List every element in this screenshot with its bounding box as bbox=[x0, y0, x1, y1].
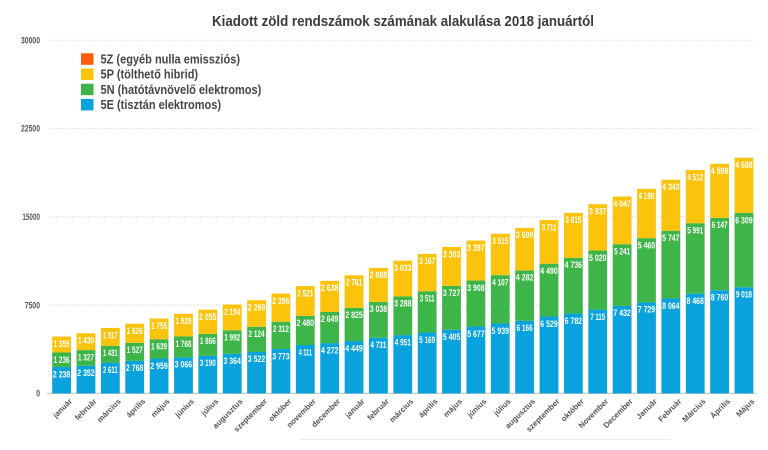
svg-text:1 992: 1 992 bbox=[224, 333, 240, 343]
svg-text:4 951: 4 951 bbox=[395, 337, 411, 347]
svg-text:4 272: 4 272 bbox=[321, 345, 338, 355]
svg-text:2 352: 2 352 bbox=[77, 368, 94, 378]
svg-text:4 343: 4 343 bbox=[662, 182, 679, 192]
svg-text:3 303: 3 303 bbox=[443, 249, 460, 259]
svg-text:2 825: 2 825 bbox=[345, 310, 362, 320]
svg-text:4 490: 4 490 bbox=[540, 266, 557, 276]
svg-text:8 468: 8 468 bbox=[687, 296, 704, 306]
svg-text:1 431: 1 431 bbox=[103, 348, 118, 358]
svg-text:5 169: 5 169 bbox=[419, 335, 435, 345]
svg-text:5P (tölthető hibrid): 5P (tölthető hibrid) bbox=[101, 68, 199, 82]
svg-text:7 432: 7 432 bbox=[613, 308, 630, 318]
svg-text:4 282: 4 282 bbox=[516, 273, 533, 283]
svg-text:1 327: 1 327 bbox=[78, 352, 94, 362]
svg-text:8 064: 8 064 bbox=[662, 301, 679, 311]
svg-text:1 236: 1 236 bbox=[54, 355, 70, 365]
svg-text:3 511: 3 511 bbox=[420, 294, 435, 304]
svg-text:3 190: 3 190 bbox=[200, 358, 216, 368]
svg-text:3 033: 3 033 bbox=[394, 263, 411, 273]
svg-text:3 773: 3 773 bbox=[272, 351, 289, 361]
svg-text:1 928: 1 928 bbox=[175, 316, 191, 326]
svg-text:3 727: 3 727 bbox=[443, 288, 460, 298]
svg-text:2 611: 2 611 bbox=[103, 365, 118, 375]
svg-text:2 396: 2 396 bbox=[272, 296, 289, 306]
svg-text:2 768: 2 768 bbox=[126, 363, 143, 373]
svg-text:5 241: 5 241 bbox=[614, 247, 630, 257]
svg-text:3 711: 3 711 bbox=[542, 222, 557, 232]
svg-text:0: 0 bbox=[36, 389, 40, 399]
svg-text:30000: 30000 bbox=[21, 35, 40, 45]
svg-text:3 167: 3 167 bbox=[419, 256, 435, 266]
svg-text:4 111: 4 111 bbox=[299, 347, 312, 357]
svg-text:3 908: 3 908 bbox=[467, 283, 484, 293]
svg-text:3 815: 3 815 bbox=[565, 215, 581, 225]
svg-text:4 047: 4 047 bbox=[613, 199, 630, 209]
svg-text:4 731: 4 731 bbox=[370, 340, 386, 350]
svg-text:4 449: 4 449 bbox=[345, 343, 362, 353]
svg-text:8 760: 8 760 bbox=[711, 293, 728, 303]
svg-text:2 312: 2 312 bbox=[273, 324, 289, 334]
svg-text:3 515: 3 515 bbox=[492, 236, 508, 246]
svg-text:4 688: 4 688 bbox=[735, 160, 752, 170]
svg-text:1 755: 1 755 bbox=[151, 321, 167, 331]
svg-text:4 512: 4 512 bbox=[687, 172, 703, 182]
svg-text:5 677: 5 677 bbox=[467, 329, 484, 339]
svg-text:6 147: 6 147 bbox=[712, 220, 728, 230]
svg-text:2 480: 2 480 bbox=[297, 318, 314, 328]
svg-text:5 747: 5 747 bbox=[662, 233, 679, 243]
svg-text:2 269: 2 269 bbox=[248, 303, 265, 313]
svg-text:4 107: 4 107 bbox=[492, 277, 508, 287]
svg-text:7500: 7500 bbox=[25, 300, 40, 310]
svg-text:3 522: 3 522 bbox=[248, 354, 265, 364]
svg-text:6 529: 6 529 bbox=[540, 319, 557, 329]
svg-text:5 405: 5 405 bbox=[443, 332, 460, 342]
svg-text:Kiadott zöld rendszámok számán: Kiadott zöld rendszámok számának alakulá… bbox=[212, 13, 594, 30]
svg-text:2 194: 2 194 bbox=[224, 307, 240, 317]
svg-text:4 598: 4 598 bbox=[711, 166, 728, 176]
svg-text:5E (tisztán elektromos): 5E (tisztán elektromos) bbox=[101, 98, 222, 112]
svg-text:5 020: 5 020 bbox=[589, 253, 606, 263]
svg-text:2 959: 2 959 bbox=[150, 361, 167, 371]
svg-text:5 939: 5 939 bbox=[492, 326, 509, 336]
svg-text:1 527: 1 527 bbox=[127, 345, 143, 355]
svg-text:1 626: 1 626 bbox=[127, 326, 143, 336]
svg-text:1 355: 1 355 bbox=[54, 339, 70, 349]
svg-text:1 768: 1 768 bbox=[175, 339, 191, 349]
svg-text:2 638: 2 638 bbox=[321, 283, 338, 293]
svg-text:15000: 15000 bbox=[22, 212, 40, 222]
svg-text:5 991: 5 991 bbox=[687, 225, 703, 235]
svg-text:2 761: 2 761 bbox=[346, 278, 362, 288]
svg-text:5N (hatótávnövelő elektromos): 5N (hatótávnövelő elektromos) bbox=[101, 83, 262, 97]
svg-text:6 309: 6 309 bbox=[735, 215, 752, 225]
svg-text:5 460: 5 460 bbox=[638, 240, 655, 250]
svg-text:4 190: 4 190 bbox=[638, 191, 654, 201]
svg-text:7 729: 7 729 bbox=[638, 305, 655, 315]
svg-text:2 888: 2 888 bbox=[370, 270, 387, 280]
svg-text:5Z (egyéb nulla emissziós): 5Z (egyéb nulla emissziós) bbox=[101, 53, 241, 67]
svg-text:3 364: 3 364 bbox=[223, 356, 240, 366]
svg-text:3 609: 3 609 bbox=[516, 230, 533, 240]
svg-text:3 038: 3 038 bbox=[370, 304, 387, 314]
svg-text:3 288: 3 288 bbox=[394, 299, 411, 309]
svg-text:2 238: 2 238 bbox=[53, 369, 70, 379]
svg-text:7 115: 7 115 bbox=[590, 312, 605, 322]
svg-text:2 521: 2 521 bbox=[297, 288, 313, 298]
svg-text:2 055: 2 055 bbox=[199, 312, 216, 322]
svg-text:3 397: 3 397 bbox=[467, 243, 484, 253]
svg-text:2 124: 2 124 bbox=[249, 329, 265, 339]
svg-text:6 782: 6 782 bbox=[565, 316, 582, 326]
svg-text:3 937: 3 937 bbox=[589, 206, 606, 216]
svg-text:22500: 22500 bbox=[21, 124, 40, 134]
svg-text:9 018: 9 018 bbox=[736, 290, 752, 300]
svg-text:2 649: 2 649 bbox=[321, 314, 338, 324]
svg-text:1 639: 1 639 bbox=[151, 342, 167, 352]
svg-text:1 430: 1 430 bbox=[78, 336, 94, 346]
svg-text:1 517: 1 517 bbox=[103, 330, 118, 340]
svg-text:1 866: 1 866 bbox=[200, 336, 216, 346]
svg-text:3 066: 3 066 bbox=[175, 360, 192, 370]
svg-text:4 736: 4 736 bbox=[565, 260, 582, 270]
svg-text:6 166: 6 166 bbox=[517, 323, 533, 333]
